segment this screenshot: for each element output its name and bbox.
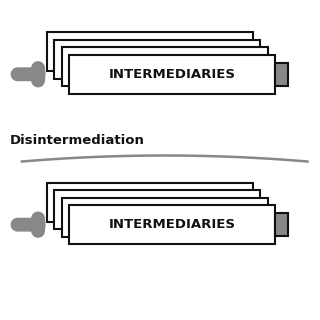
Text: INTERMEDIARIES: INTERMEDIARIES — [108, 218, 236, 231]
Bar — [275, 213, 288, 236]
Bar — [47, 32, 253, 71]
Bar — [69, 55, 275, 94]
Bar — [54, 40, 260, 79]
Bar — [275, 63, 288, 85]
Bar — [54, 190, 260, 229]
Bar — [47, 182, 253, 222]
Bar — [62, 47, 268, 86]
Text: Disintermediation: Disintermediation — [10, 134, 145, 147]
Bar — [62, 198, 268, 237]
Bar — [69, 205, 275, 244]
Text: INTERMEDIARIES: INTERMEDIARIES — [108, 68, 236, 81]
